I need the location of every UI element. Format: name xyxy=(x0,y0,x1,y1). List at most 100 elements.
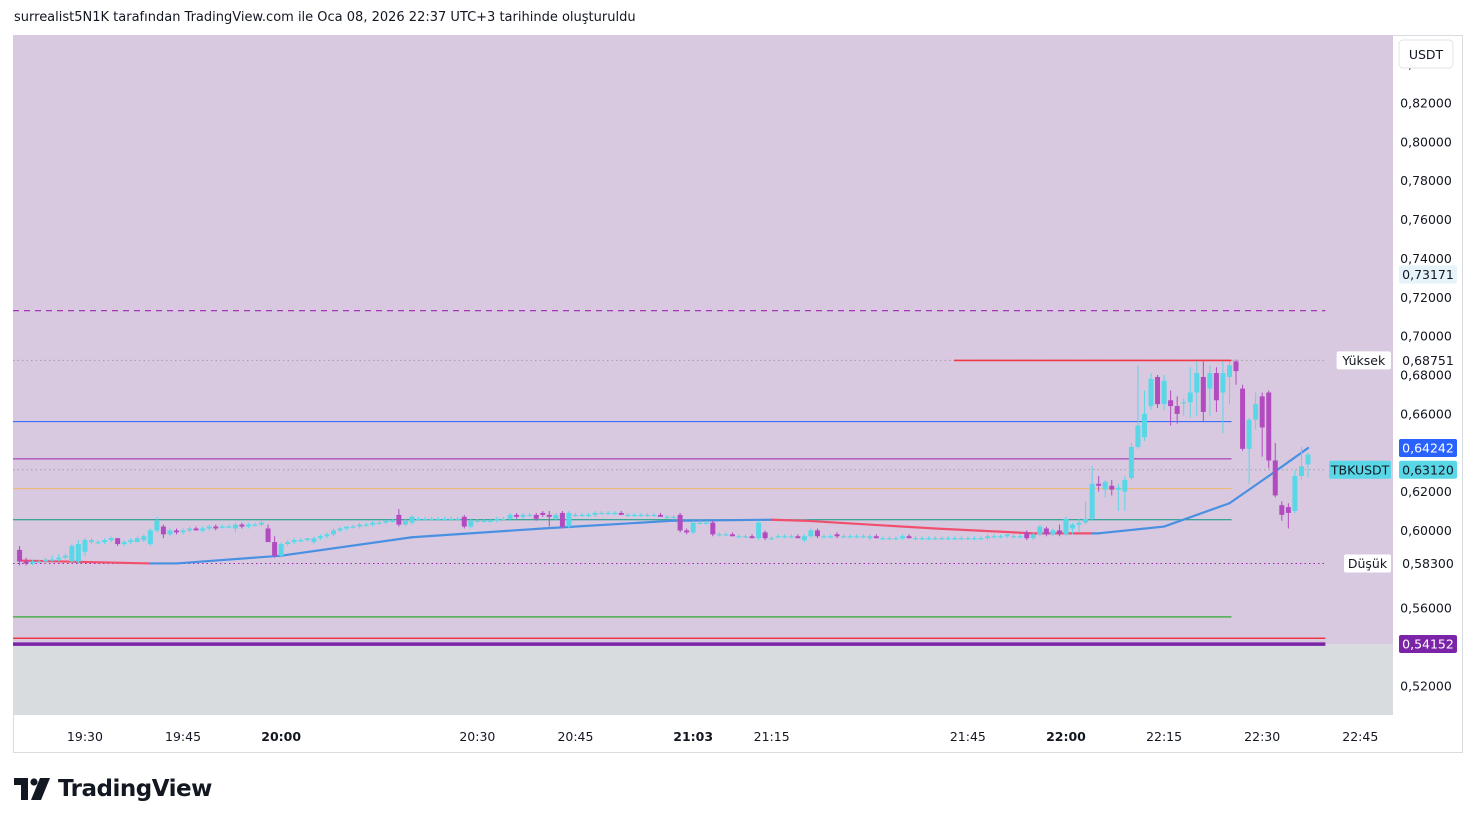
price-label-ma-blue-value: 0,64242 xyxy=(1402,441,1454,456)
candle-body xyxy=(1056,530,1062,535)
candle-body xyxy=(75,544,81,562)
candle-body xyxy=(265,528,271,543)
candle-body xyxy=(219,526,225,528)
y-tick-label: 0,56000 xyxy=(1400,601,1452,616)
candle xyxy=(1272,443,1278,498)
candle-body xyxy=(1122,479,1128,492)
candle-body xyxy=(1285,507,1291,513)
x-tick-label: 20:30 xyxy=(459,729,495,744)
candle-body xyxy=(1017,536,1023,538)
candle-body xyxy=(1011,536,1017,538)
candle-body xyxy=(841,536,847,538)
price-label-last-value: 0,63120 xyxy=(1402,462,1454,477)
candle-body xyxy=(867,536,873,539)
candle xyxy=(317,534,323,541)
candle xyxy=(141,534,147,543)
candle-body xyxy=(363,524,369,526)
price-label-last-tag: TBKUSDT xyxy=(1330,462,1390,477)
y-tick-label: 0,66000 xyxy=(1400,406,1452,421)
candle-body xyxy=(102,540,108,543)
chart-canvas[interactable]: 0,840000,820000,800000,780000,760000,740… xyxy=(13,35,1463,753)
candle-body xyxy=(134,538,140,543)
candle-body xyxy=(919,538,925,540)
candle xyxy=(1246,417,1252,484)
candle xyxy=(1207,365,1213,416)
candle-body xyxy=(743,536,749,538)
price-label-high-badge xyxy=(1399,351,1457,370)
candle-body xyxy=(782,536,788,538)
candle-body xyxy=(1043,528,1049,535)
candle xyxy=(1030,532,1036,541)
candle xyxy=(775,534,781,539)
price-label-purple-dashed-value: 0,73171 xyxy=(1402,267,1454,282)
candle-body xyxy=(376,522,382,524)
y-tick-label: 0,82000 xyxy=(1400,96,1452,111)
ma-segment xyxy=(672,518,773,522)
candle xyxy=(651,512,657,517)
candle-body xyxy=(56,557,62,560)
candle-body xyxy=(638,514,644,517)
candle xyxy=(226,524,232,529)
candle-body xyxy=(1161,380,1167,405)
x-tick-label: 20:00 xyxy=(261,729,301,744)
candle xyxy=(743,534,749,539)
candle xyxy=(455,516,461,521)
candle-body xyxy=(1279,505,1285,515)
candle-body xyxy=(899,536,905,539)
candle xyxy=(383,520,389,525)
candle xyxy=(481,518,487,523)
candle-body xyxy=(1174,406,1180,414)
candle xyxy=(291,538,297,545)
candle-body xyxy=(128,540,134,543)
candle-body xyxy=(252,524,258,526)
candle xyxy=(788,534,794,539)
candle-body xyxy=(115,538,121,545)
candle xyxy=(30,559,36,566)
time-axis[interactable]: 19:30 19:45 20:00 20:30 20:45 21:03 21:15 21:45… xyxy=(67,729,1378,744)
price-label-low-value: 0,58300 xyxy=(1402,556,1454,571)
candle xyxy=(586,512,592,517)
candle-body xyxy=(291,540,297,543)
candle-body xyxy=(435,518,441,520)
candle-body xyxy=(520,514,526,517)
candle-body xyxy=(1200,376,1206,412)
candle-body xyxy=(985,536,991,539)
brand[interactable]: TradingView xyxy=(14,776,212,802)
candle-body xyxy=(422,518,428,520)
candle xyxy=(1168,390,1174,426)
currency-button[interactable]: USDT xyxy=(1398,39,1454,69)
price-axis[interactable]: 0,840000,820000,800000,780000,760000,740… xyxy=(1400,57,1452,694)
candle-body xyxy=(1233,361,1239,372)
price-label-last-tag-bg xyxy=(1329,460,1391,479)
candle-body xyxy=(370,522,376,525)
candle-body xyxy=(801,536,807,541)
candle-body xyxy=(415,518,421,520)
candle xyxy=(782,534,788,539)
candle-body xyxy=(586,514,592,517)
candle-body xyxy=(1096,483,1102,486)
candle-body xyxy=(1037,526,1043,535)
candle xyxy=(965,536,971,541)
candle-body xyxy=(1298,466,1304,477)
candle xyxy=(723,532,729,537)
candle-body xyxy=(17,549,23,562)
candle-body xyxy=(474,520,480,522)
candle-body xyxy=(141,536,147,541)
candle-body xyxy=(958,538,964,540)
candle xyxy=(278,542,284,558)
candle-body xyxy=(651,514,657,517)
candle xyxy=(507,512,513,521)
x-tick-label: 19:30 xyxy=(67,729,103,744)
candle xyxy=(174,528,180,535)
candle xyxy=(23,557,29,566)
candle xyxy=(893,536,899,541)
candle-body xyxy=(494,518,500,521)
candle xyxy=(644,512,650,517)
candle-body xyxy=(1246,419,1252,449)
candle-body xyxy=(945,538,951,540)
candle xyxy=(729,532,735,537)
candle xyxy=(1233,359,1239,385)
candle-body xyxy=(847,536,853,538)
candle xyxy=(860,534,866,539)
candle xyxy=(1266,390,1272,469)
